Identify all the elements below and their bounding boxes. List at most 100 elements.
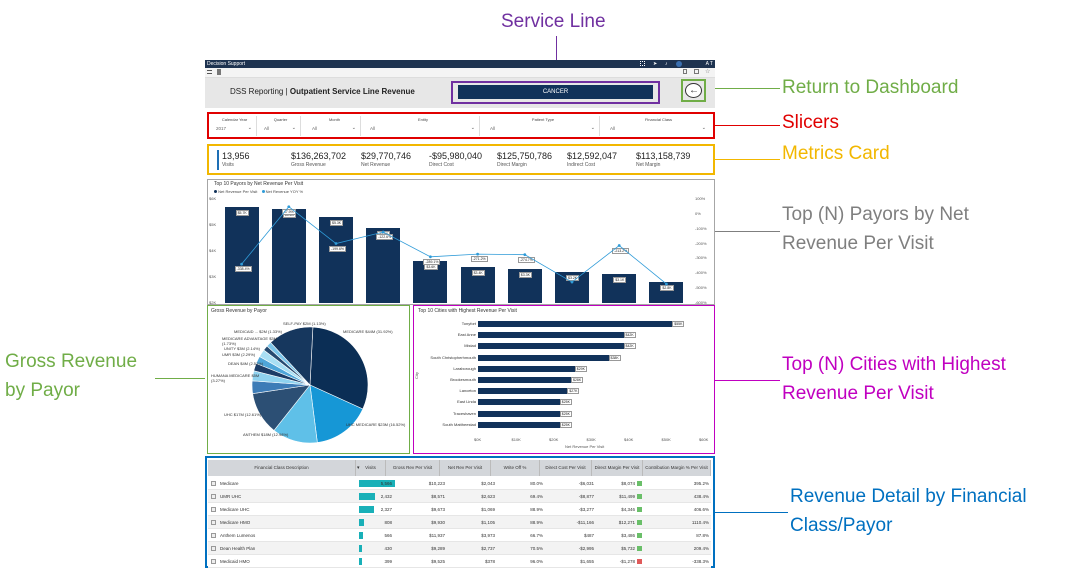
legend-line-swatch — [261, 190, 265, 193]
metric-label: Net Margin — [636, 162, 661, 168]
slicers-highlight — [207, 112, 715, 139]
service-line-button[interactable]: CANCER — [458, 85, 653, 99]
city-label: Traceshaven — [453, 410, 476, 416]
table-column-header[interactable]: Direct Margin Per Visit — [592, 460, 643, 476]
pie-slice — [309, 326, 369, 410]
table-row[interactable]: Medicaid HMO 399 $9,525 $378 96.0% $1,655 -$1,… — [208, 555, 711, 568]
expand-row-icon[interactable] — [211, 481, 216, 486]
slicer-financial-class[interactable]: Financial Class All ⌄ — [607, 116, 710, 136]
table-column-header[interactable]: Contribution Margin % Per Visit — [643, 460, 711, 476]
send-icon[interactable]: ➤ — [653, 61, 658, 67]
page-icon[interactable] — [217, 69, 221, 75]
metrics-accent-bar — [217, 150, 219, 170]
cell-contribution-margin: 87.8% — [696, 533, 709, 538]
expand-row-icon[interactable] — [211, 520, 216, 525]
table-row[interactable]: Medicare UHC 2,327 $9,673 $1,069 88.9% -$3,27… — [208, 503, 711, 516]
cell-financial-class: Medicare HMO — [220, 520, 251, 525]
metric-direct-margin: $125,750,786 Direct Margin — [497, 151, 552, 168]
cell-write-off: 69.4% — [530, 494, 543, 499]
city-label: East Anne — [457, 332, 476, 338]
table-column-header[interactable]: Write Off % — [491, 460, 540, 476]
metric-value: $136,263,702 — [291, 151, 347, 161]
cell-net-rev: $378 — [484, 559, 495, 564]
expand-row-icon[interactable] — [211, 559, 216, 564]
slicer-month[interactable]: Month All ⌄ — [309, 116, 361, 136]
expand-row-icon[interactable] — [211, 546, 216, 551]
star-icon[interactable]: ☆ — [705, 69, 711, 75]
pie-slice-label: MEDICARE ADVANTAGE $3M (1.73%) — [222, 336, 277, 346]
cell-financial-class: UMR UHC — [220, 494, 242, 499]
notification-bell-icon[interactable]: ♪ — [665, 61, 668, 67]
slicer-calendar-year[interactable]: Calendar Year 2017 ⌄ — [213, 116, 257, 136]
bar-data-label: $5.3K — [330, 220, 344, 227]
pie-slice-label: HUMANA MEDICARE $5M (3.27%) — [211, 373, 260, 383]
slicer-patient-type[interactable]: Patient Type All ⌄ — [487, 116, 600, 136]
return-to-dashboard-button[interactable]: ← — [685, 83, 702, 98]
city-label: Mistad — [464, 343, 476, 349]
avatar[interactable] — [676, 61, 682, 67]
table-column-header[interactable]: Visits — [356, 460, 386, 476]
table-row[interactable]: Anthem Lumenos 566 $11,937 $3,973 66.7% $487 $… — [208, 529, 711, 542]
app-title-bar: Decision Support ➤ ♪ A T — [205, 60, 715, 68]
city-value-label: $27K — [567, 388, 580, 395]
cell-write-off: 88.9% — [530, 507, 543, 512]
y2-tick-label: -400% — [695, 270, 707, 276]
cell-direct-margin: $5,732 — [621, 546, 635, 551]
bookmark-icon[interactable] — [683, 69, 687, 74]
pie-slice-label: MEDICAID ... $2M (1.33%) — [234, 329, 283, 334]
annotation-return: Return to Dashboard — [782, 77, 959, 98]
pie-slice-label: UNITY $3M (2.14%) — [224, 346, 260, 351]
expand-row-icon[interactable] — [211, 494, 216, 499]
expand-row-icon[interactable] — [211, 533, 216, 538]
table-column-header[interactable]: Direct Cost Per Visit — [540, 460, 592, 476]
bar-data-label: $3.6K — [424, 264, 438, 271]
slicer-quarter[interactable]: Quarter All ⌄ — [261, 116, 301, 136]
bar-data-label: $2.8K — [660, 285, 674, 292]
line-data-label: -338.4% — [234, 266, 252, 273]
table-column-header[interactable]: Net Rev Per Visit — [440, 460, 491, 476]
expand-row-icon[interactable] — [211, 507, 216, 512]
down-indicator-icon — [637, 559, 642, 564]
menu-icon[interactable] — [207, 70, 212, 74]
pie-slice-label: MEDICARE $44M (31.92%) — [343, 329, 393, 334]
pie-slice — [270, 326, 314, 386]
slicer-entity[interactable]: Entity All ⌄ — [367, 116, 480, 136]
table-column-header[interactable]: Financial Class Description — [208, 460, 356, 476]
table-row[interactable]: UMR UHC 2,432 $8,571 $2,623 69.4% -$8,877 $11,… — [208, 490, 711, 503]
city-value-label: $28K — [571, 377, 584, 383]
cell-direct-cost: -$8,877 — [578, 494, 594, 499]
y-tick-label: $6K — [209, 196, 217, 201]
edit-icon[interactable] — [694, 69, 699, 74]
bar-data-label: $3.3K — [518, 272, 532, 279]
pie-slice-label: UHC MEDICARE $23M (16.52%) — [346, 422, 406, 427]
table-row[interactable]: Medicare 5,566 $10,223 $2,043 80.0% -$6,031 $8… — [208, 477, 711, 490]
table-row[interactable]: Dean Health Plan 430 $9,289 $2,737 70.5% -$2,… — [208, 542, 711, 555]
annotation-gross-revenue-line2: by Payor — [5, 380, 80, 401]
chevron-down-icon: ⌄ — [291, 125, 296, 131]
bar-data-label: $5.7K — [235, 209, 249, 216]
cell-direct-cost: -$11,166 — [576, 520, 594, 525]
slicer-label: Entity — [417, 117, 428, 122]
slicer-label: Calendar Year — [221, 117, 248, 122]
connector-revenue-detail — [715, 512, 788, 513]
metric-net-revenue: $29,770,746 Net Revenue — [361, 151, 411, 168]
cell-financial-class: Dean Health Plan — [220, 546, 256, 551]
x-tick-label: $30K — [586, 437, 596, 442]
gross-revenue-highlight — [207, 305, 410, 454]
cell-contribution-margin: 209.4% — [693, 546, 709, 551]
metric-net-margin: $113,158,739 Net Margin — [636, 151, 690, 168]
city-value-label: $25K — [559, 399, 572, 406]
cell-gross-rev: $11,937 — [429, 533, 445, 538]
cell-visits: 2,432 — [380, 494, 392, 499]
table-column-header[interactable]: Gross Rev Per Visit — [386, 460, 440, 476]
y2-tick-label: -100% — [695, 225, 707, 231]
metric-label: Indirect Cost — [567, 162, 596, 168]
ribbon-bar: ☆ — [205, 68, 715, 78]
slicer-value: All — [490, 126, 496, 131]
sort-desc-icon[interactable]: ▾ — [357, 465, 360, 471]
top-payors-highlight — [207, 179, 715, 305]
apps-grid-icon[interactable] — [640, 61, 645, 66]
line-data-label: -271.2% — [470, 256, 488, 263]
table-row[interactable]: Medicare HMO 808 $9,930 $1,105 88.9% -$11,166… — [208, 516, 711, 529]
y-tick-label: $4K — [209, 248, 217, 253]
